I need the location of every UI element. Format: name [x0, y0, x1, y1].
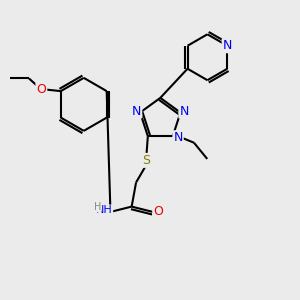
Text: S: S [142, 154, 150, 167]
Text: O: O [153, 206, 163, 218]
Text: N: N [173, 131, 183, 144]
Text: N: N [132, 105, 141, 118]
Text: N: N [223, 39, 232, 52]
Text: NH: NH [96, 206, 112, 215]
Text: N: N [179, 105, 189, 118]
Text: H: H [94, 202, 101, 212]
Text: O: O [36, 83, 46, 96]
